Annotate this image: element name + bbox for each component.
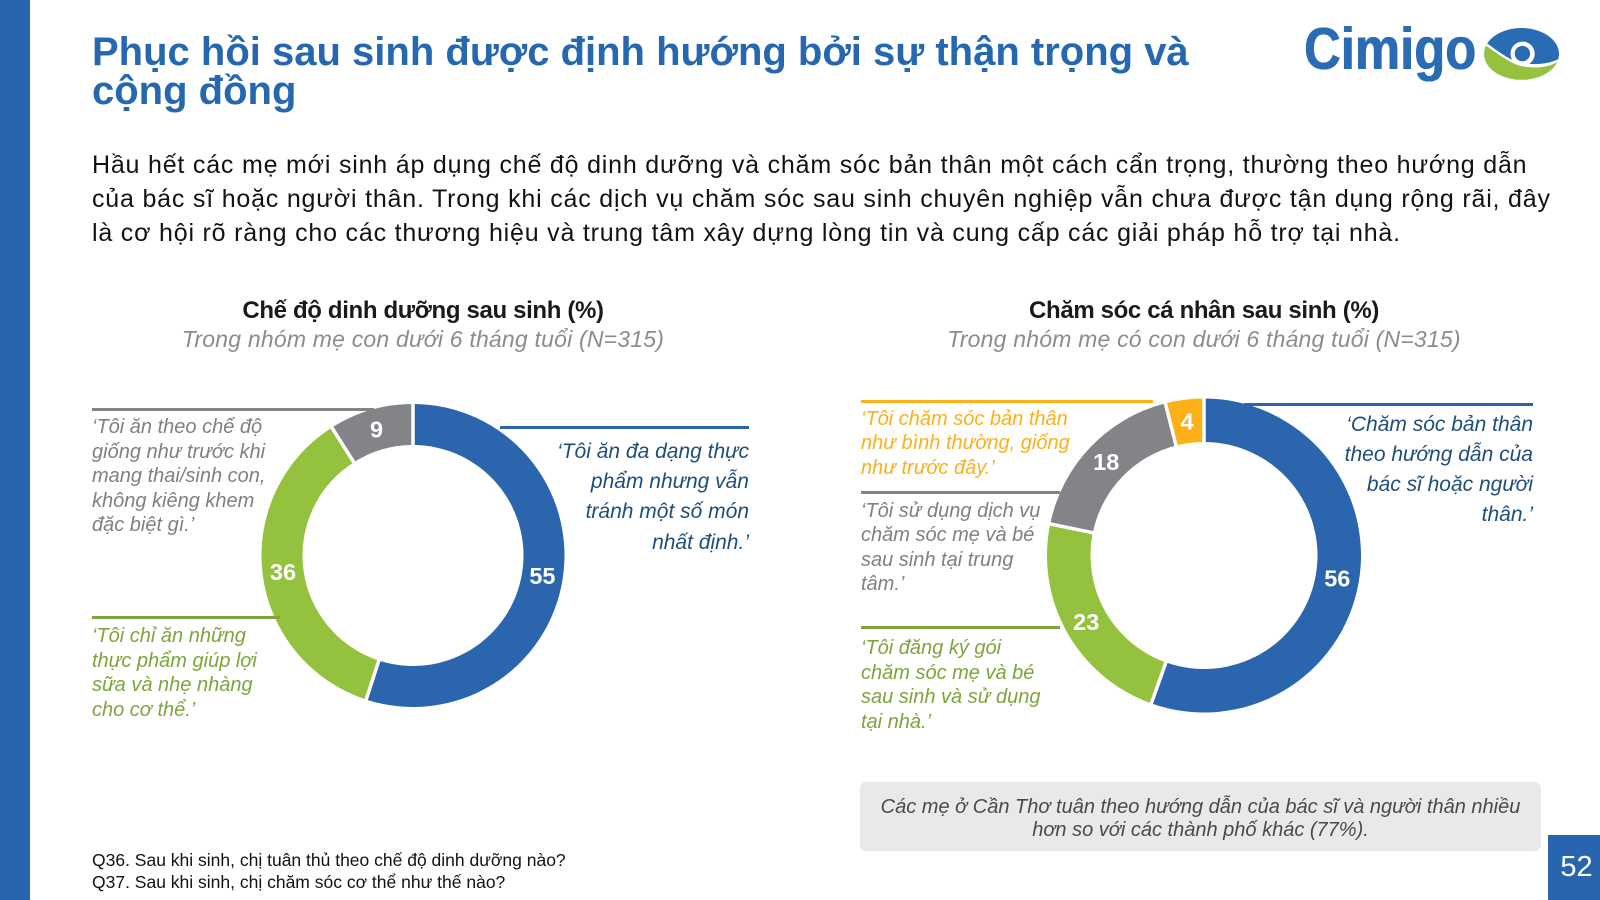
svg-text:9: 9 bbox=[370, 417, 383, 443]
svg-text:36: 36 bbox=[270, 559, 296, 585]
svg-text:56: 56 bbox=[1324, 566, 1350, 592]
svg-text:4: 4 bbox=[1181, 408, 1194, 434]
svg-text:18: 18 bbox=[1093, 449, 1119, 475]
svg-text:55: 55 bbox=[529, 563, 555, 589]
svg-text:23: 23 bbox=[1073, 609, 1099, 635]
